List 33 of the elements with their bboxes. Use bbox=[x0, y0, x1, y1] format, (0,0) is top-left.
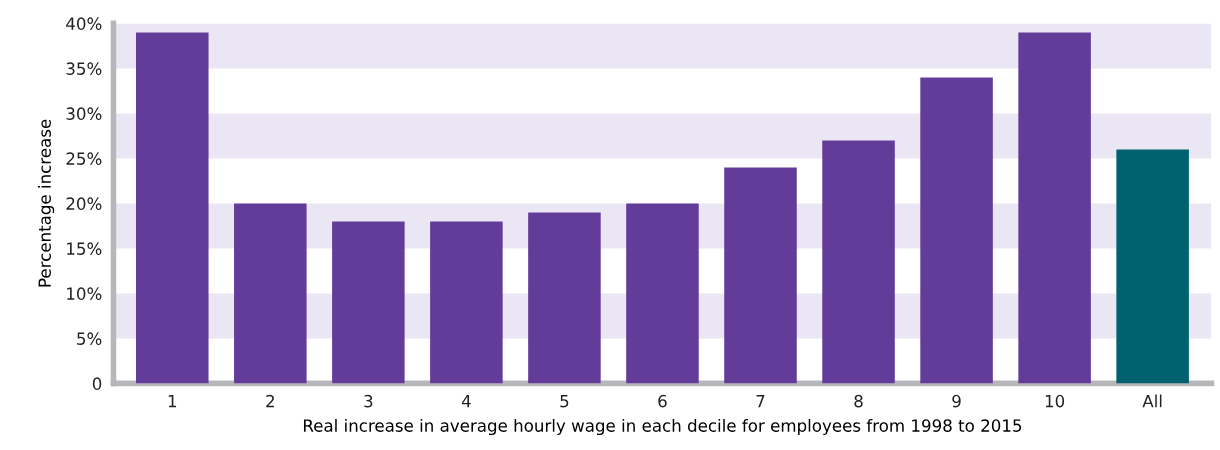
y-tick-label: 0 bbox=[92, 377, 102, 390]
x-tick-label: 5 bbox=[560, 395, 569, 408]
y-tick-label: 25% bbox=[66, 152, 102, 165]
bar bbox=[920, 77, 993, 384]
y-tick-label: 20% bbox=[66, 197, 102, 210]
bar bbox=[430, 221, 503, 384]
x-tick-label: 6 bbox=[658, 394, 667, 408]
y-tick-label: 40% bbox=[66, 17, 102, 30]
bar bbox=[1018, 32, 1091, 384]
bar bbox=[1116, 149, 1189, 384]
bar bbox=[724, 167, 797, 384]
x-tick-label: 4 bbox=[461, 395, 471, 408]
y-tick-label: 10% bbox=[67, 287, 102, 300]
bar bbox=[626, 203, 699, 384]
x-tick-label: 1 bbox=[168, 395, 177, 408]
x-tick-label: 9 bbox=[952, 394, 961, 408]
x-tick-label: 3 bbox=[364, 394, 373, 408]
bar bbox=[528, 212, 601, 384]
y-tick-label: 15% bbox=[67, 242, 102, 255]
bar bbox=[822, 140, 895, 384]
bar bbox=[234, 203, 307, 384]
bar bbox=[332, 221, 405, 384]
y-axis-title: Percentage increase bbox=[38, 119, 55, 287]
x-tick-label: 7 bbox=[756, 395, 765, 408]
x-tick-label: 10 bbox=[1045, 394, 1065, 408]
x-tick-label: 8 bbox=[854, 394, 863, 408]
x-axis-title: Real increase in average hourly wage in each decile for employees from 1998 to 2015 bbox=[303, 418, 1022, 436]
y-tick-label: 35% bbox=[66, 62, 102, 75]
y-tick-label: 30% bbox=[66, 107, 102, 120]
y-tick-label: 5% bbox=[77, 332, 102, 345]
bar bbox=[136, 32, 209, 384]
x-tick-label: 2 bbox=[266, 394, 274, 408]
x-tick-label: All bbox=[1142, 394, 1162, 408]
